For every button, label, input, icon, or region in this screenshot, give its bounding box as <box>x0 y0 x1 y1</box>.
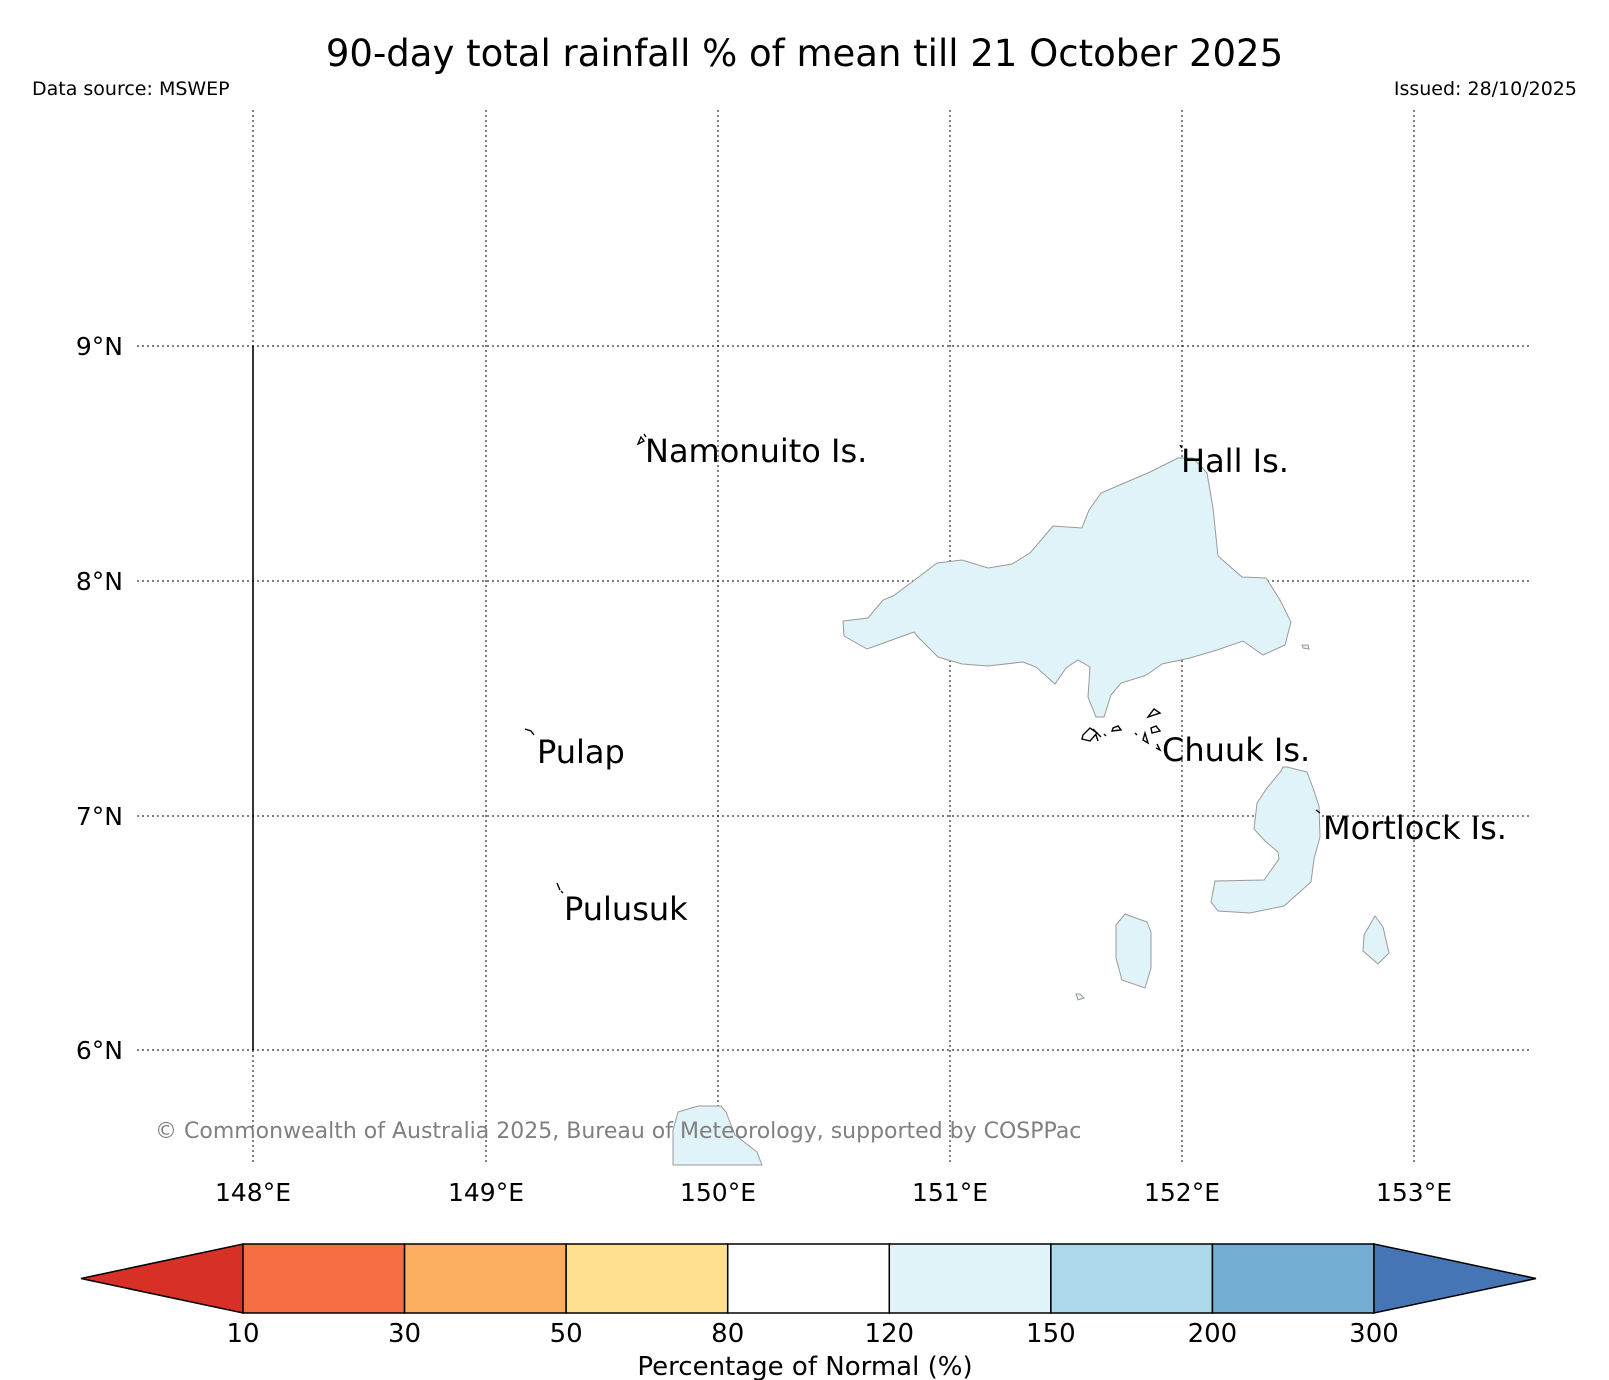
island-pulap <box>524 728 535 736</box>
anomaly-patch-small-1 <box>1075 993 1085 1001</box>
island-mortlock <box>1315 809 1321 814</box>
island-label-pulap: Pulap <box>537 733 625 771</box>
rainfall-anomaly-patches <box>672 457 1390 1166</box>
anomaly-patch-bottom <box>672 1105 763 1166</box>
anomaly-patch-small-2 <box>1301 644 1310 650</box>
data-source-label: Data source: MSWEP <box>32 78 230 100</box>
island-label-chuuk: Chuuk Is. <box>1162 731 1310 769</box>
colorbar-segment <box>1211 1243 1375 1314</box>
colorbar-tick-label: 150 <box>1026 1319 1076 1349</box>
colorbar-extend-low <box>80 1243 244 1314</box>
colorbar-tick-label: 50 <box>550 1319 583 1349</box>
colorbar-tick-label: 10 <box>226 1319 259 1349</box>
copyright-notice: © Commonwealth of Australia 2025, Bureau… <box>155 1119 1081 1144</box>
lon-tick-label: 150°E <box>680 1178 756 1207</box>
lat-tick-label: 6°N <box>76 1036 123 1065</box>
colorbar-segment <box>726 1243 891 1314</box>
colorbar <box>80 1243 1537 1314</box>
colorbar-segment <box>403 1243 567 1314</box>
colorbar-tick-label: 120 <box>864 1319 914 1349</box>
island-namonuito <box>636 433 647 446</box>
colorbar-tick-label: 80 <box>711 1319 744 1349</box>
colorbar-tick-label: 30 <box>388 1319 421 1349</box>
lon-tick-label: 153°E <box>1376 1178 1452 1207</box>
lon-tick-label: 152°E <box>1144 1178 1220 1207</box>
island-label-hall: Hall Is. <box>1181 442 1289 480</box>
lon-tick-label: 149°E <box>448 1178 524 1207</box>
colorbar-segment <box>888 1243 1052 1314</box>
issued-date-label: Issued: 28/10/2025 <box>1393 78 1577 100</box>
island-outlines <box>524 433 1321 894</box>
anomaly-patch-south-2 <box>1362 915 1390 965</box>
colorbar-title: Percentage of Normal (%) <box>637 1352 972 1380</box>
colorbar-tick-label: 200 <box>1188 1319 1238 1349</box>
island-pulusuk <box>556 882 564 894</box>
lat-tick-label: 8°N <box>76 567 123 596</box>
anomaly-patch-mortlock <box>1210 766 1321 914</box>
lat-tick-label: 7°N <box>76 802 123 831</box>
island-label-pulusuk: Pulusuk <box>564 890 688 928</box>
colorbar-extend-high <box>1373 1243 1537 1314</box>
colorbar-ticks: 10 30 50 80 120 150 200 300 <box>226 1319 1398 1349</box>
colorbar-segment <box>565 1243 729 1314</box>
colorbar-segment <box>1050 1243 1214 1314</box>
island-label-namonuito: Namonuito Is. <box>645 432 867 470</box>
island-chuuk <box>1081 708 1162 752</box>
lon-tick-label: 151°E <box>912 1178 988 1207</box>
lat-tick-label: 9°N <box>76 332 123 361</box>
anomaly-patch-south-1 <box>1115 913 1152 989</box>
lon-tick-label: 148°E <box>215 1178 291 1207</box>
colorbar-tick-label: 300 <box>1349 1319 1399 1349</box>
anomaly-patch-north <box>842 457 1292 718</box>
island-label-mortlock: Mortlock Is. <box>1323 809 1507 847</box>
colorbar-segment <box>242 1243 406 1314</box>
map-title: 90-day total rainfall % of mean till 21 … <box>325 32 1284 75</box>
graticule <box>137 110 1532 1165</box>
island-hall <box>1179 444 1183 449</box>
